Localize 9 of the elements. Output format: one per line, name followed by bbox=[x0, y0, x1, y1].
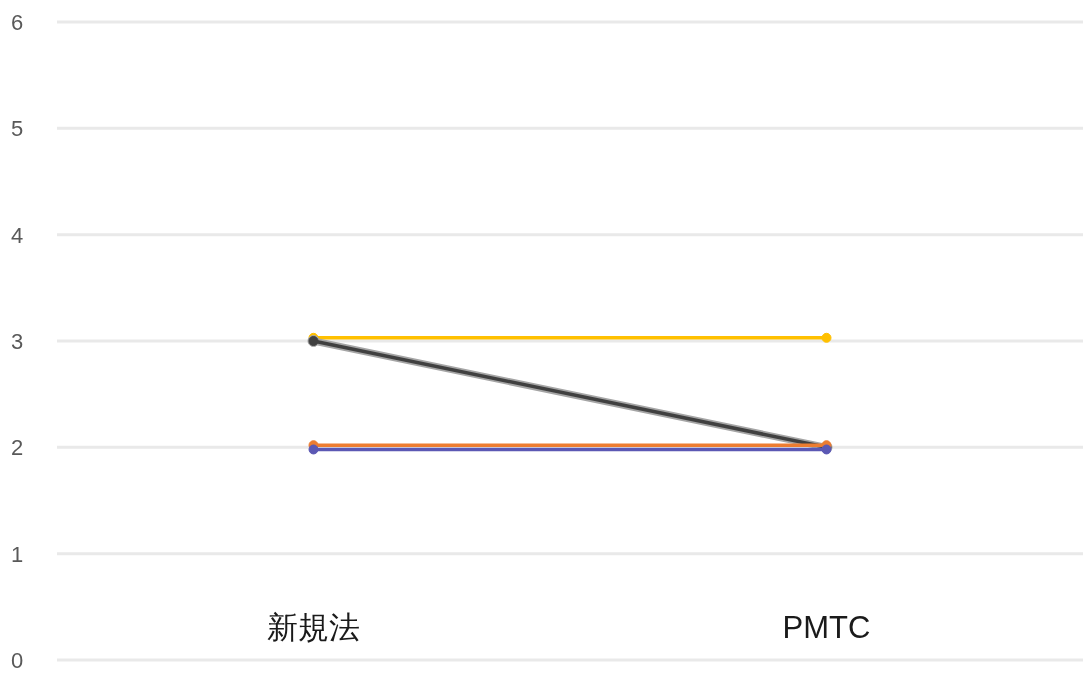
y-tick-label: 4 bbox=[10, 222, 24, 248]
x-tick-label: PMTC bbox=[782, 610, 871, 645]
x-tick-label: 新規法 bbox=[267, 610, 360, 645]
y-tick-label: 1 bbox=[10, 541, 24, 567]
y-tick-label: 2 bbox=[10, 435, 24, 461]
y-tick-label: 3 bbox=[10, 329, 24, 354]
y-tick-label: 5 bbox=[10, 116, 24, 142]
y-tick-label: 6 bbox=[10, 10, 24, 35]
y-tick-label: 0 bbox=[10, 648, 24, 673]
